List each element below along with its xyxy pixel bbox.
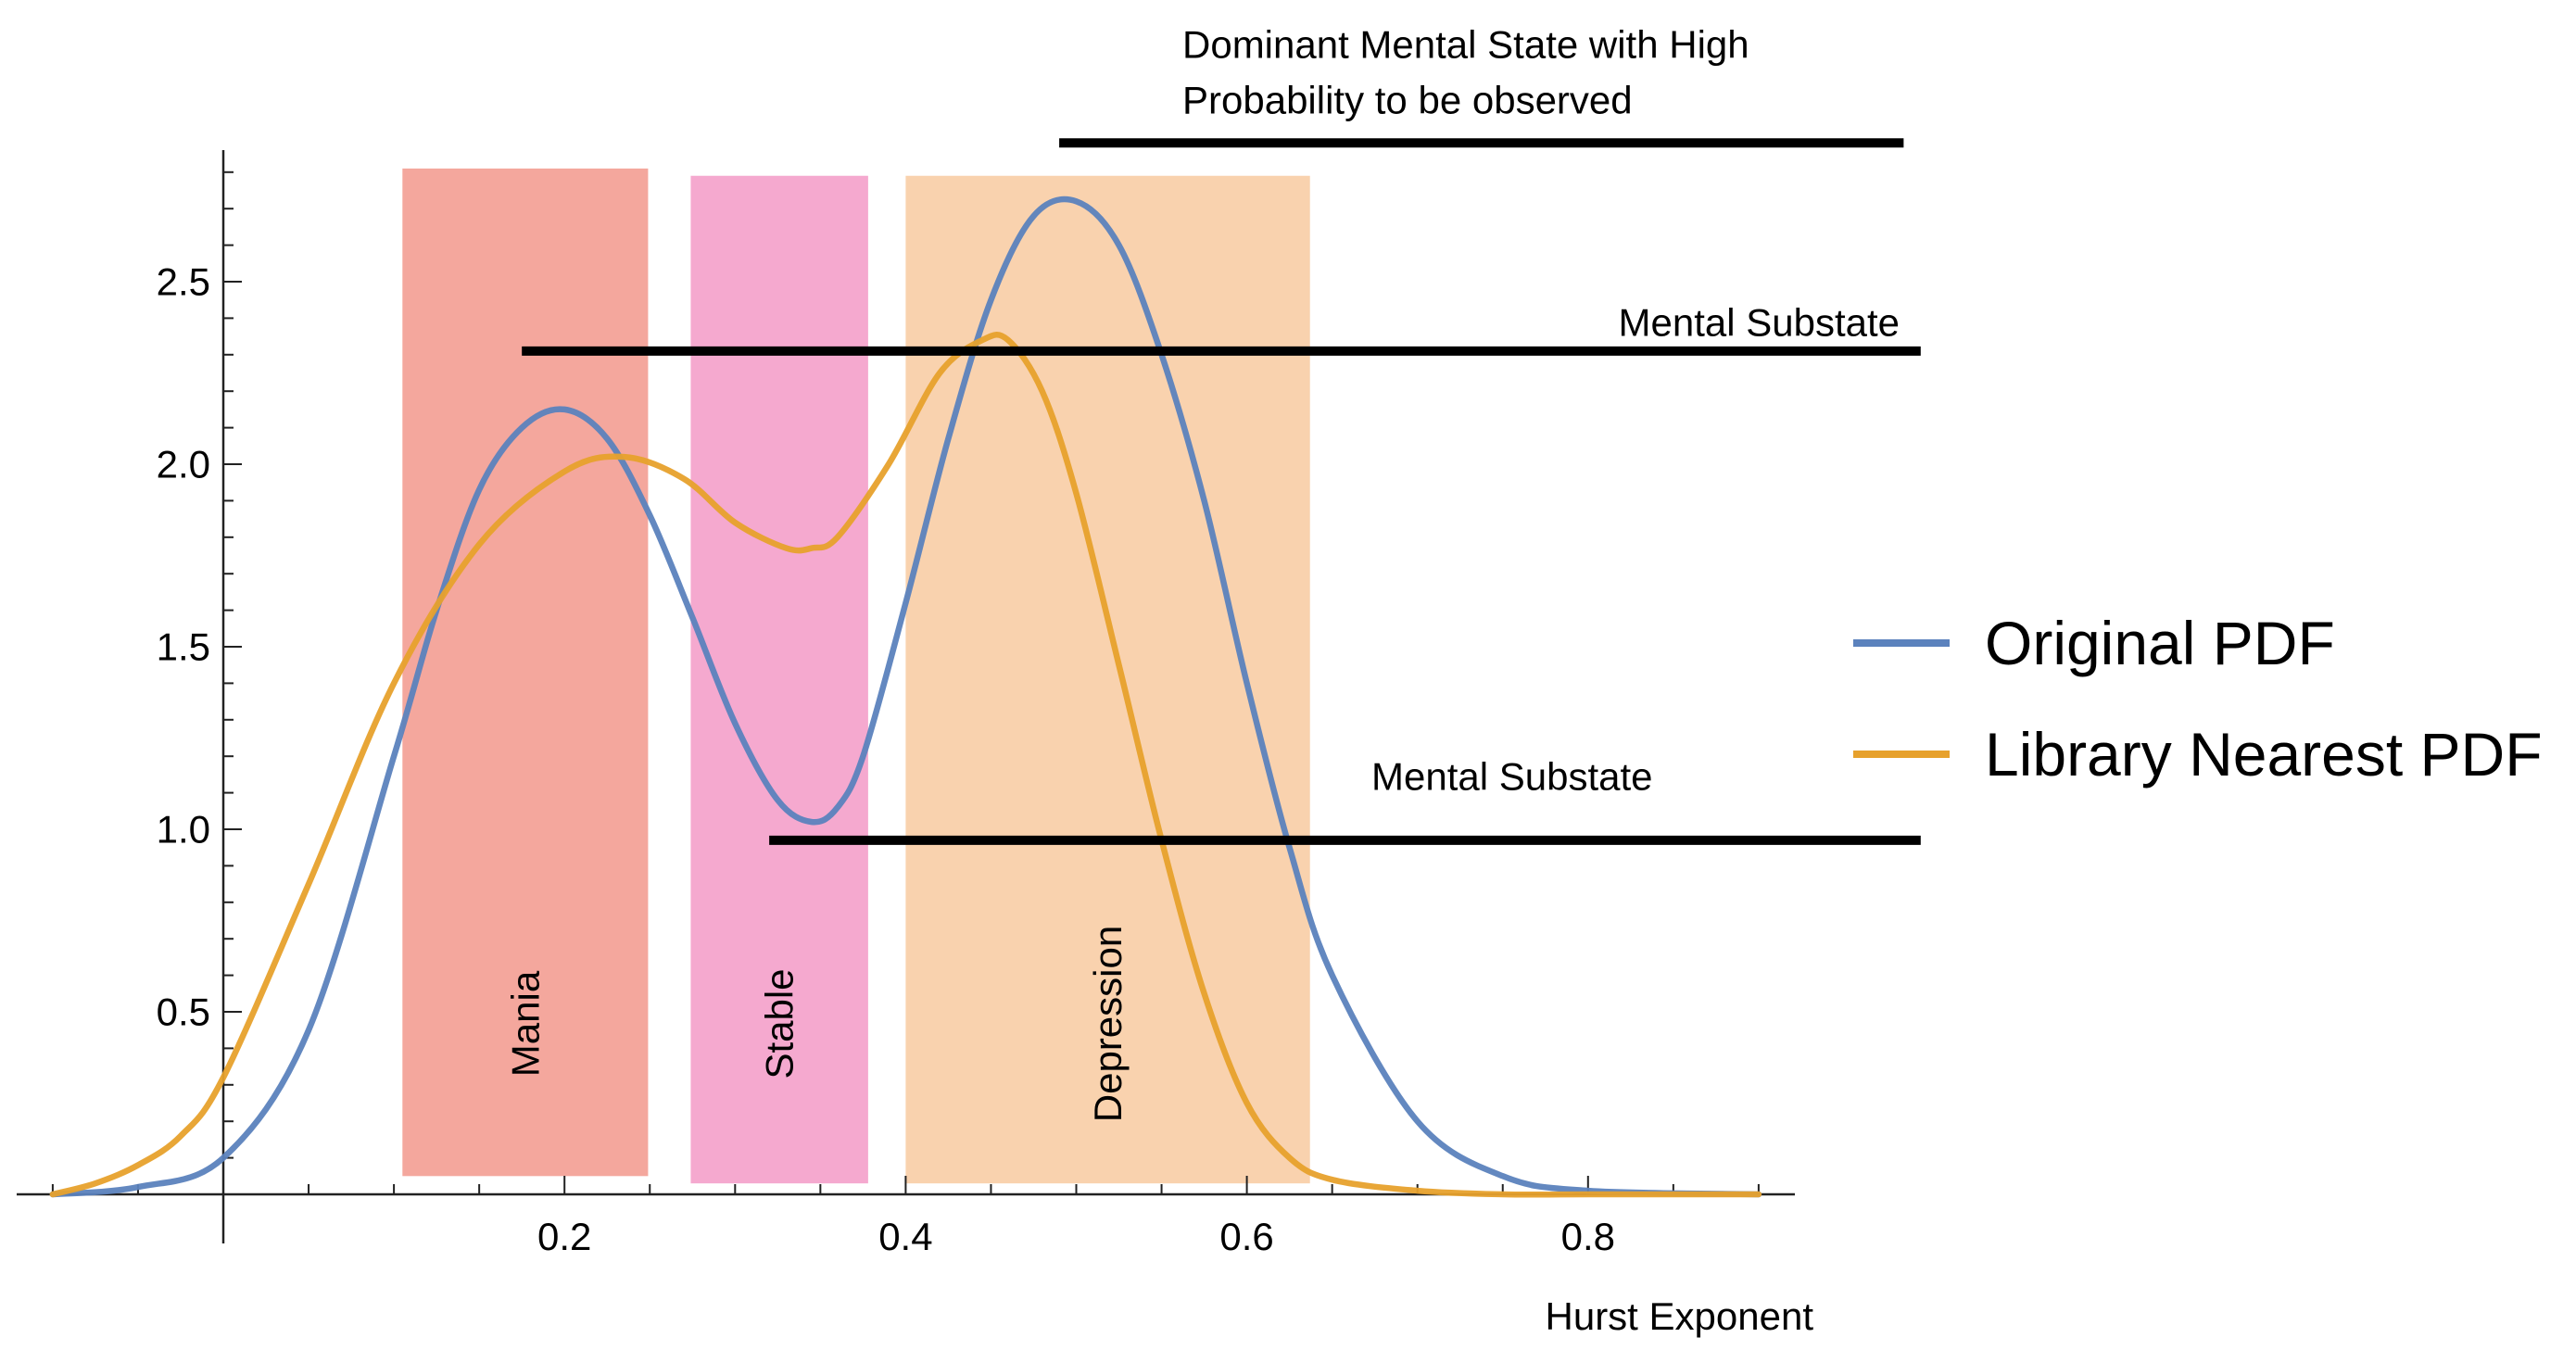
bands-layer: Mania Stable Depression — [402, 168, 1310, 1184]
legend-label-original-pdf: Original PDF — [1985, 609, 2335, 677]
y-tick-label: 2.5 — [157, 260, 210, 304]
x-tick-label: 0.8 — [1561, 1215, 1615, 1258]
legend-label-library-nearest-pdf: Library Nearest PDF — [1985, 720, 2543, 789]
series-line-library-nearest-pdf — [49, 332, 1762, 1198]
annotation-text: Mental Substate — [1371, 755, 1653, 799]
y-tick-label: 1.0 — [157, 808, 210, 852]
y-tick-label: 2.0 — [157, 443, 210, 486]
annotation-text: Probability to be observed — [1182, 79, 1633, 122]
band-mania — [402, 168, 649, 1177]
annotations-layer: Dominant Mental State with High Probabili… — [522, 23, 1921, 845]
y-tick-label: 0.5 — [157, 990, 210, 1034]
band-label-mania: Mania — [503, 970, 547, 1077]
axes: 0.5 1.0 1.5 2.0 2.5 0.2 0.4 0.6 0.8 Hurst Exponen… — [17, 150, 1813, 1338]
legend: Original PDF Library Nearest PDF — [1853, 609, 2543, 789]
x-axis-title: Hurst Exponent — [1546, 1294, 1814, 1338]
x-tick-label: 0.2 — [537, 1215, 591, 1258]
series-line-original-pdf — [49, 196, 1762, 1198]
annotation-text: Mental Substate — [1618, 301, 1900, 345]
band-label-depression: Depression — [1086, 926, 1130, 1122]
band-stable — [690, 175, 868, 1184]
x-tick-label: 0.4 — [878, 1215, 932, 1258]
annotation-text: Dominant Mental State with High — [1182, 23, 1749, 67]
series-layer — [49, 196, 1762, 1198]
band-label-stable: Stable — [758, 968, 802, 1079]
x-tick-label: 0.6 — [1219, 1215, 1273, 1258]
y-tick-label: 1.5 — [157, 625, 210, 669]
